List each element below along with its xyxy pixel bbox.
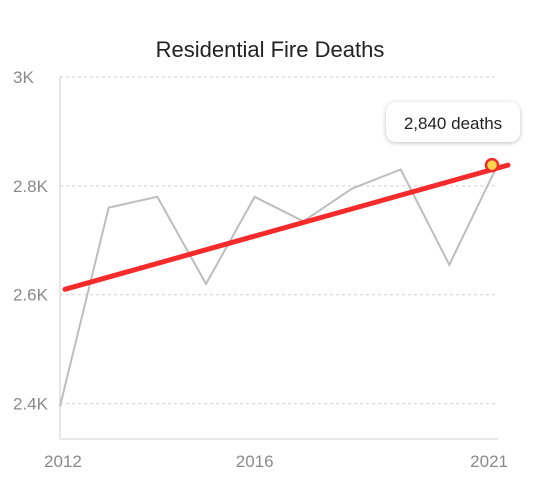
chart-title: Residential Fire Deaths	[156, 37, 385, 62]
x-tick-label: 2012	[44, 452, 82, 471]
axis-layer: 2.4K 2.6K 2.8K 3K 2012 2016 2021	[13, 68, 508, 471]
annotation-tooltip: 2,840 deaths	[386, 102, 520, 142]
series-line	[59, 163, 499, 407]
annotation-marker	[484, 157, 500, 173]
y-tick-label: 2.4K	[13, 395, 49, 414]
trend-line	[62, 162, 511, 292]
annotation-layer: 2,840 deaths	[386, 102, 520, 173]
tooltip-text: 2,840 deaths	[404, 114, 502, 133]
series-layer	[59, 163, 499, 407]
y-tick-label: 2.6K	[13, 286, 49, 305]
grid-layer	[60, 76, 498, 405]
x-tick-label: 2021	[470, 452, 508, 471]
tooltip-box	[386, 102, 520, 142]
y-tick-label: 3K	[13, 68, 34, 87]
trend-layer	[62, 162, 511, 292]
x-tick-label: 2016	[236, 452, 274, 471]
y-tick-label: 2.8K	[13, 177, 49, 196]
